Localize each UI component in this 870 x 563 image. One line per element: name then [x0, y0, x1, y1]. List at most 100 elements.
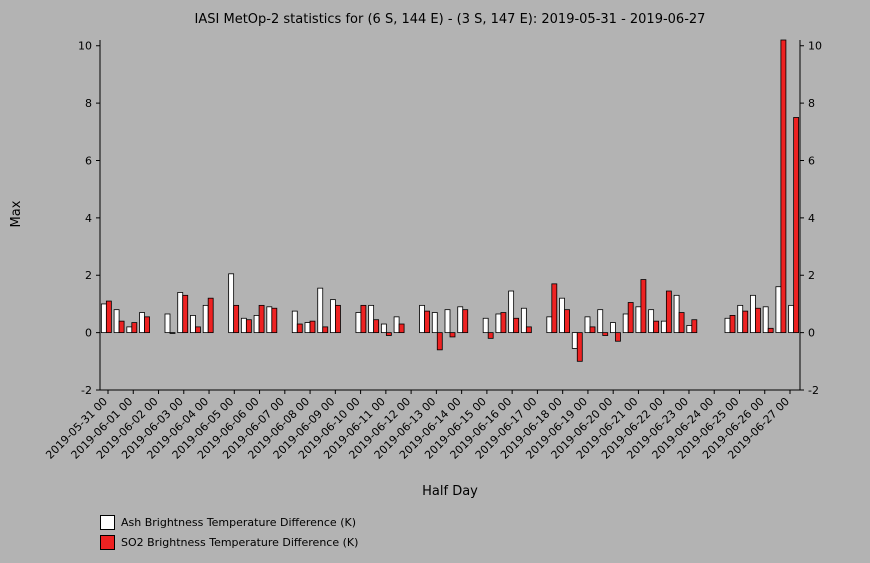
- bar-ash: [610, 322, 616, 334]
- bar-so2: [729, 315, 736, 334]
- bar-so2: [691, 319, 698, 334]
- bar-ash: [253, 315, 260, 334]
- y-axis-label: Max: [9, 200, 24, 227]
- bar-ash: [190, 315, 196, 334]
- bar-so2: [385, 332, 392, 336]
- bar-ash: [788, 304, 795, 334]
- bar-ash: [431, 312, 438, 334]
- bar-ash: [317, 287, 324, 334]
- y-tick-label-right: 8: [808, 97, 815, 110]
- bar-so2: [322, 326, 329, 334]
- y-tick-label-right: 4: [808, 212, 815, 225]
- bar-so2: [144, 316, 150, 334]
- bar-so2: [169, 332, 176, 334]
- bar-ash: [291, 310, 298, 334]
- bar-ash: [368, 304, 375, 334]
- bar-so2: [793, 117, 800, 334]
- legend: Ash Brightness Temperature Difference (K…: [100, 512, 358, 552]
- legend-label-so2: SO2 Brightness Temperature Difference (K…: [121, 535, 359, 549]
- bar-so2: [360, 304, 367, 334]
- bar-so2: [513, 317, 520, 334]
- bar-so2: [436, 332, 443, 351]
- bar-ash: [775, 286, 782, 334]
- bar-so2: [207, 297, 214, 334]
- bar-so2: [525, 326, 532, 334]
- bar-ash: [304, 322, 311, 334]
- y-tick-label-right: 6: [808, 154, 815, 167]
- chart-title: IASI MetOp-2 statistics for (6 S, 144 E)…: [195, 12, 706, 27]
- bar-ash: [597, 309, 604, 334]
- bar-so2: [195, 326, 201, 334]
- bar-so2: [653, 320, 660, 334]
- bar-so2: [105, 300, 112, 334]
- bar-so2: [780, 39, 787, 334]
- y-tick-label-left: 8: [85, 97, 92, 110]
- legend-label-ash: Ash Brightness Temperature Difference (K…: [121, 515, 356, 529]
- bar-so2: [564, 309, 570, 334]
- bar-so2: [335, 304, 341, 334]
- bar-ash: [762, 306, 769, 334]
- legend-swatch-so2: [100, 534, 115, 550]
- bar-so2: [589, 326, 596, 334]
- y-tick-label-right: 10: [808, 40, 822, 53]
- axes: -2 -2 0 0 2 2 4 4 6 6 8 8 10 10: [78, 40, 822, 397]
- bar-so2: [245, 319, 252, 334]
- bar-ash: [266, 306, 273, 334]
- bar-ash: [724, 317, 731, 334]
- bar-ash: [737, 304, 744, 334]
- bar-ash: [520, 307, 527, 334]
- bar-ash: [622, 313, 629, 334]
- bar-ash: [393, 316, 400, 334]
- bar-ash: [635, 306, 642, 334]
- bar-so2: [449, 332, 456, 338]
- bar-ash: [648, 309, 655, 334]
- bar-so2: [309, 320, 316, 334]
- y-tick-label-left: 4: [85, 212, 92, 225]
- bar-so2: [296, 323, 303, 334]
- bar-so2: [398, 323, 405, 334]
- bar-ash: [177, 292, 184, 334]
- bar-ash: [100, 303, 107, 334]
- bar-so2: [182, 294, 189, 334]
- legend-swatch-ash: [100, 514, 115, 530]
- bar-so2: [640, 279, 647, 334]
- bar-ash: [202, 304, 209, 334]
- y-tick-label-left: 6: [85, 154, 92, 167]
- y-tick-label-left: 10: [78, 40, 92, 53]
- bars: [100, 39, 800, 362]
- bar-ash: [240, 317, 247, 334]
- bar-ash: [482, 317, 489, 334]
- bar-ash: [673, 294, 680, 334]
- bar-ash: [228, 273, 235, 334]
- bar-so2: [258, 304, 265, 334]
- bar-ash: [139, 312, 145, 334]
- bar-ash: [355, 312, 362, 334]
- bar-so2: [615, 332, 621, 342]
- bar-so2: [233, 304, 240, 334]
- bar-ash: [330, 299, 336, 334]
- bar-ash: [686, 325, 693, 334]
- bar-so2: [627, 302, 634, 334]
- legend-item-ash: Ash Brightness Temperature Difference (K…: [100, 512, 358, 532]
- y-tick-label-right: -2: [808, 384, 819, 397]
- y-tick-label-right: 2: [808, 269, 815, 282]
- bar-so2: [500, 312, 507, 334]
- bar-ash: [559, 297, 565, 334]
- y-tick-label-right: 0: [808, 327, 815, 340]
- bar-ash: [164, 313, 171, 334]
- bar-so2: [487, 332, 494, 339]
- bar-ash: [113, 309, 120, 334]
- bar-ash: [584, 316, 591, 334]
- bar-ash: [495, 313, 502, 334]
- bar-so2: [271, 307, 278, 334]
- bar-ash: [444, 309, 451, 334]
- bar-so2: [767, 327, 774, 334]
- bar-ash: [660, 320, 667, 334]
- bar-so2: [373, 319, 380, 334]
- bar-ash: [419, 304, 425, 334]
- y-tick-label-left: 2: [85, 269, 92, 282]
- bar-ash: [380, 323, 387, 334]
- bar-so2: [462, 309, 469, 334]
